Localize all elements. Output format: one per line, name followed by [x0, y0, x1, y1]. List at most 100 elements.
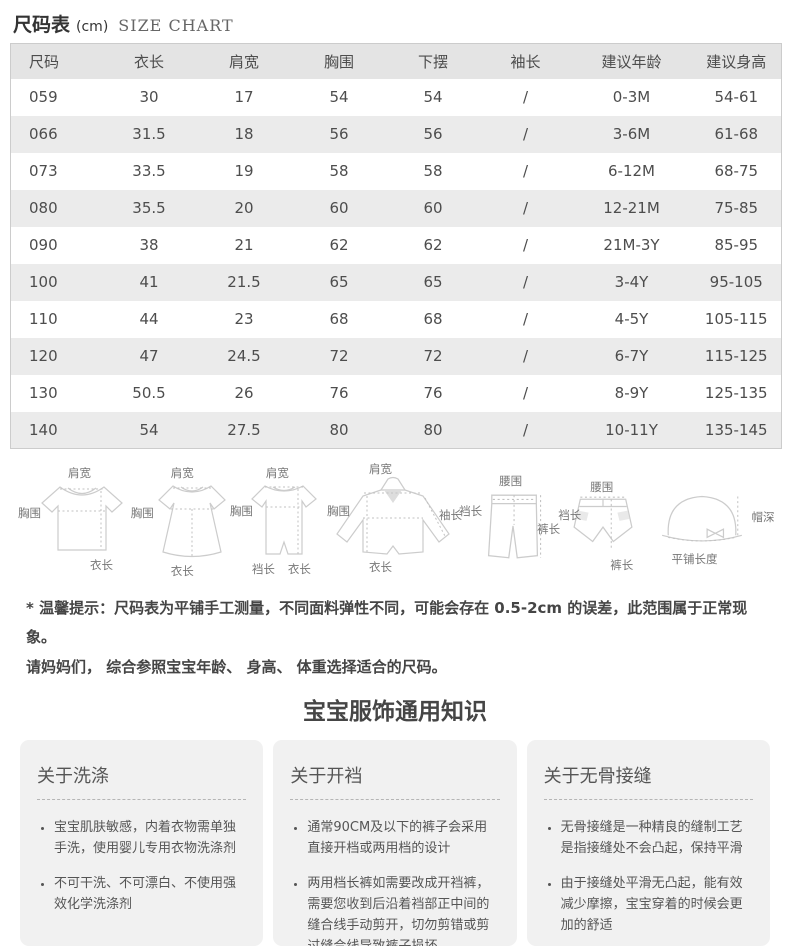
- table-cell: 80: [386, 411, 480, 449]
- tshirt-diagram: 肩宽 胸围 衣长: [18, 462, 131, 586]
- garment-length-label: 衣长: [90, 558, 113, 572]
- table-cell: /: [479, 226, 572, 264]
- header-cell-chest: 胸围: [291, 43, 387, 79]
- table-cell: 26: [196, 374, 292, 412]
- table-cell: 68: [386, 300, 480, 338]
- open-crotch-card-title: 关于开裆: [290, 762, 500, 800]
- table-cell: /: [479, 78, 572, 116]
- table-cell: 120: [10, 337, 102, 375]
- washing-card-list: 宝宝肌肤敏感，内着衣物需单独手洗，使用婴儿专用衣物洗涤剂 不可干洗、不可漂白、不…: [41, 817, 246, 915]
- waist-label: 腰围: [499, 474, 523, 488]
- table-cell: 58: [291, 152, 387, 190]
- table-row: 090 38 21 62 62/21M-3Y 85-95: [10, 226, 782, 264]
- table-cell: /: [479, 374, 572, 412]
- table-cell: 58: [386, 152, 480, 190]
- table-cell: 110: [10, 300, 102, 338]
- table-cell: 100: [10, 263, 102, 301]
- table-cell: 21M-3Y: [571, 226, 692, 264]
- table-cell: 21.5: [196, 263, 292, 301]
- table-cell: /: [479, 115, 572, 153]
- jacket-diagram: 肩宽 胸围 袖长 衣长: [327, 462, 462, 586]
- table-cell: 41: [101, 263, 197, 301]
- card-bullet: 通常90CM及以下的裤子会采用直接开档或两用档的设计: [307, 817, 499, 859]
- table-cell: 066: [10, 115, 102, 153]
- table-cell: /: [479, 300, 572, 338]
- table-cell: 56: [291, 115, 387, 153]
- table-cell: 75-85: [691, 189, 782, 227]
- table-cell: 85-95: [691, 226, 782, 264]
- table-cell: 61-68: [691, 115, 782, 153]
- jacket-illustration-icon: [336, 476, 450, 555]
- table-cell: 80: [291, 411, 387, 449]
- card-bullet: 不可干洗、不可漂白、不使用强效化学洗涤剂: [54, 873, 246, 915]
- table-cell: 95-105: [691, 263, 782, 301]
- table-cell: 65: [386, 263, 480, 301]
- header-cell-age: 建议年龄: [571, 43, 692, 79]
- table-cell: 6-12M: [571, 152, 692, 190]
- hat-illustration-icon: [661, 495, 742, 542]
- table-cell: 60: [386, 189, 480, 227]
- table-cell: 080: [10, 189, 102, 227]
- knowledge-cards: 关于洗涤 宝宝肌肤敏感，内着衣物需单独手洗，使用婴儿专用衣物洗涤剂 不可干洗、不…: [20, 739, 770, 946]
- table-cell: 20: [196, 189, 292, 227]
- card-bullet: 无骨接缝是一种精良的缝制工艺是指接缝处不会凸起，保持平滑: [561, 817, 753, 859]
- table-cell: 38: [101, 226, 197, 264]
- table-cell: 19: [196, 152, 292, 190]
- header-cell-size: 尺码: [10, 43, 102, 79]
- table-cell: 76: [291, 374, 387, 412]
- table-cell: 12-21M: [571, 189, 692, 227]
- table-cell: 17: [196, 78, 292, 116]
- seamless-card-title: 关于无骨接缝: [543, 762, 753, 800]
- header-cell-sleeve: 袖长: [479, 43, 572, 79]
- sleeve-length-label: 袖长: [439, 508, 462, 522]
- table-cell: 47: [101, 337, 197, 375]
- hat-depth-label: 帽深: [751, 510, 775, 524]
- crotch-length-label: 裆长: [251, 562, 275, 576]
- table-cell: 8-9Y: [571, 374, 692, 412]
- table-cell: 0-3M: [571, 78, 692, 116]
- chest-label: 胸围: [130, 506, 154, 520]
- chest-label: 胸围: [229, 504, 253, 518]
- card-bullet: 宝宝肌肤敏感，内着衣物需单独手洗，使用婴儿专用衣物洗涤剂: [54, 817, 246, 859]
- table-cell: 23: [196, 300, 292, 338]
- table-cell: 10-11Y: [571, 411, 692, 449]
- chest-label: 胸围: [327, 504, 350, 518]
- table-cell: 27.5: [196, 411, 292, 449]
- table-row: 120 47 24.5 72 72/6-7Y 115-125: [10, 337, 782, 375]
- chest-label: 胸围: [18, 506, 41, 520]
- size-note-line2: 请妈妈们， 综合参照宝宝年龄、 身高、 体重选择适合的尺码。: [26, 657, 447, 676]
- table-cell: 4-5Y: [571, 300, 692, 338]
- table-row: 140 54 27.5 80 80/10-11Y 135-145: [10, 411, 782, 449]
- washing-card: 关于洗涤 宝宝肌肤敏感，内着衣物需单独手洗，使用婴儿专用衣物洗涤剂 不可干洗、不…: [20, 739, 264, 946]
- shoulder-width-label: 肩宽: [170, 466, 194, 480]
- seamless-card-list: 无骨接缝是一种精良的缝制工艺是指接缝处不会凸起，保持平滑 由于接缝处平滑无凸起，…: [548, 817, 753, 936]
- table-cell: 6-7Y: [571, 337, 692, 375]
- table-row: 080 35.5 20 60 60/12-21M 75-85: [10, 189, 782, 227]
- table-cell: /: [479, 411, 572, 449]
- pants-illustration-icon: [488, 494, 542, 559]
- tshirt-illustration-icon: [41, 486, 123, 551]
- table-cell: 24.5: [196, 337, 292, 375]
- table-cell: 60: [291, 189, 387, 227]
- seamless-card: 关于无骨接缝 无骨接缝是一种精良的缝制工艺是指接缝处不会凸起，保持平滑 由于接缝…: [526, 739, 770, 946]
- garment-length-label: 衣长: [287, 562, 311, 576]
- table-cell: 31.5: [101, 115, 197, 153]
- size-note: * 温馨提示：尺码表为平铺手工测量，不同面料弹性不同，可能会存在 0.5-2cm…: [26, 594, 766, 682]
- table-cell: 62: [291, 226, 387, 264]
- card-bullet: 两用档长裤如需要改成开裆裤，需要您收到后沿着裆部正中间的缝合线手动剪开，切勿剪错…: [307, 873, 499, 946]
- table-row: 059 30 17 54 54/0-3M 54-61: [10, 78, 782, 116]
- table-cell: 68: [291, 300, 387, 338]
- table-cell: 50.5: [101, 374, 197, 412]
- waist-label: 腰围: [590, 480, 614, 494]
- page-title-unit: (cm): [76, 19, 109, 35]
- table-cell: 18: [196, 115, 292, 153]
- table-cell: 30: [101, 78, 197, 116]
- table-cell: 62: [386, 226, 480, 264]
- open-crotch-card-list: 通常90CM及以下的裤子会采用直接开档或两用档的设计 两用档长裤如需要改成开裆裤…: [294, 817, 499, 946]
- table-cell: /: [479, 337, 572, 375]
- table-cell: /: [479, 263, 572, 301]
- header-cell-height: 建议身高: [691, 43, 782, 79]
- table-cell: 059: [10, 78, 102, 116]
- romper-illustration-icon: [250, 485, 317, 555]
- pants-length-label: 裤长: [537, 522, 561, 536]
